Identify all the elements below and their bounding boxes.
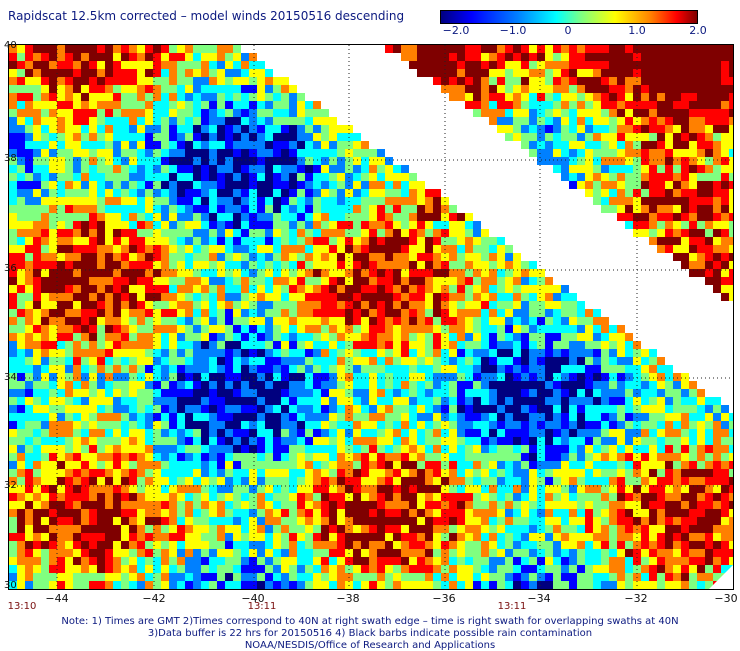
lon-label-44: −44	[45, 592, 68, 605]
lat-label-34: 34	[4, 372, 17, 383]
map-plot	[9, 45, 733, 589]
colorbar-tick-label: 1.0	[628, 24, 646, 37]
lon-label-38: −38	[336, 592, 359, 605]
lon-label-36: −36	[432, 592, 455, 605]
colorbar-tick-label: −2.0	[443, 24, 470, 37]
colorbar	[440, 10, 698, 24]
pass-time: 13:11	[498, 601, 527, 612]
note-line-1: Note: 1) Times are GMT 2)Times correspon…	[0, 616, 740, 627]
lat-label-38: 38	[4, 153, 17, 164]
lat-label-32: 32	[4, 480, 17, 491]
lat-label-30: 30	[4, 580, 17, 591]
note-line-3: NOAA/NESDIS/Office of Research and Appli…	[0, 640, 740, 651]
lon-label-34: −34	[527, 592, 550, 605]
wind-difference-map	[8, 44, 734, 590]
lat-label-36: 36	[4, 263, 17, 274]
lon-label-32: −32	[624, 592, 647, 605]
pass-time: 13:10	[8, 601, 37, 612]
colorbar-tick-label: 0	[565, 24, 572, 37]
lon-label-42: −42	[142, 592, 165, 605]
wind-difference-cells	[9, 45, 733, 589]
lon-label-30: −30	[714, 592, 737, 605]
colorbar-tick-label: 2.0	[689, 24, 707, 37]
map-title: Rapidscat 12.5km corrected – model winds…	[8, 9, 404, 23]
lat-label-40: 40	[4, 40, 17, 51]
pass-time: 13:11	[248, 601, 277, 612]
colorbar-tick-label: −1.0	[500, 24, 527, 37]
note-line-2: 3)Data buffer is 22 hrs for 20150516 4) …	[0, 628, 740, 639]
